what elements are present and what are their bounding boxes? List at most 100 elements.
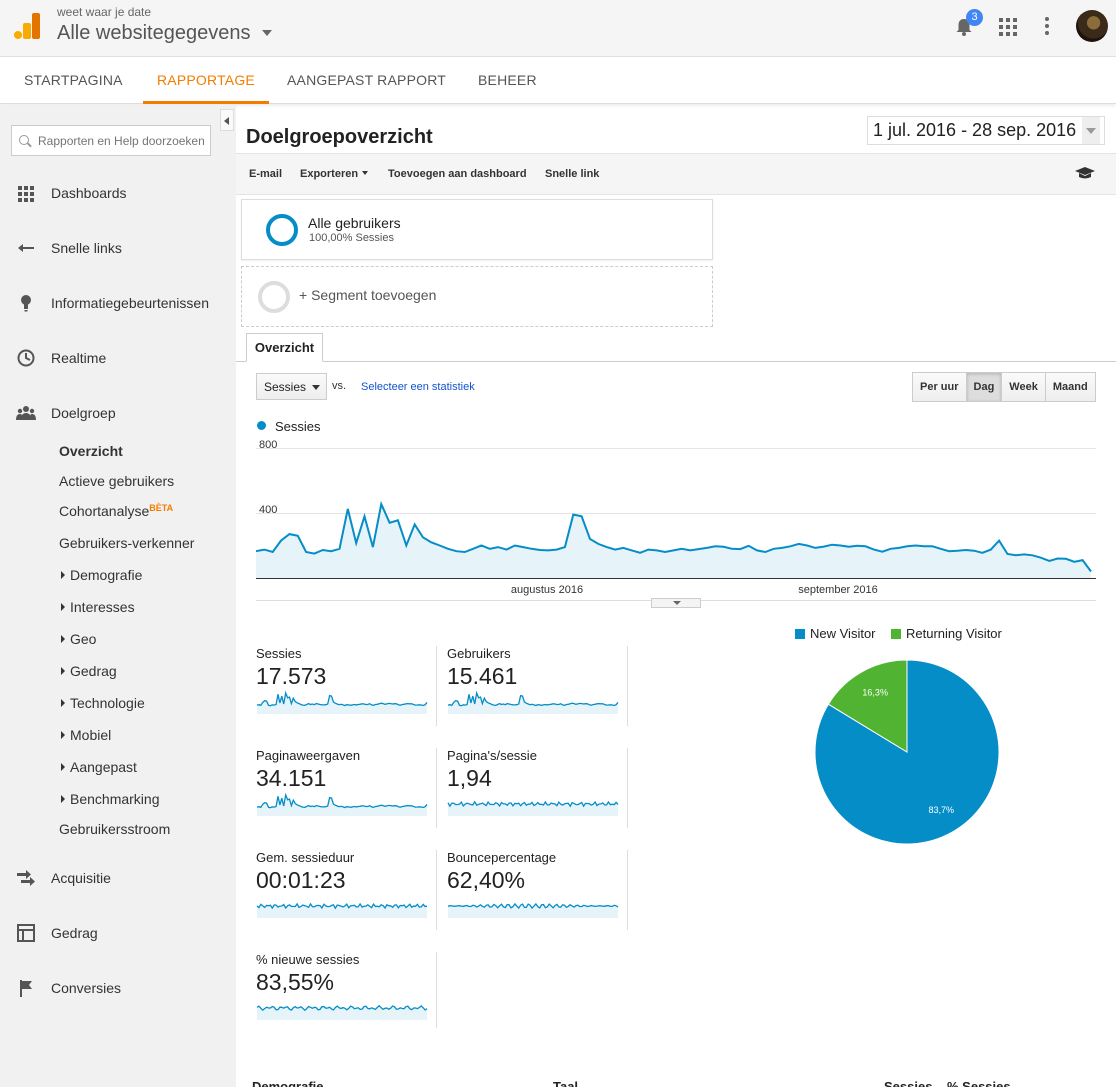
sparkline-line: [447, 902, 619, 910]
scorecard-bouncepercentage[interactable]: Bouncepercentage 62,40%: [447, 850, 627, 930]
pie-legend-new-visitor[interactable]: New Visitor: [795, 626, 876, 641]
sparkline: [447, 800, 619, 816]
scorecard-divider: [627, 646, 628, 726]
sidebar-subitem-technologie[interactable]: Technologie: [61, 695, 145, 711]
scorecard-value: 00:01:23: [256, 867, 346, 893]
pie-legend-returning-visitor[interactable]: Returning Visitor: [891, 626, 1002, 641]
sidebar-item-informatiegebeurtenissen[interactable]: Informatiegebeurtenissen: [0, 289, 236, 319]
period-day-button[interactable]: Dag: [966, 373, 1003, 401]
account-label: weet waar je date: [57, 5, 152, 19]
date-range-label: 1 jul. 2016 - 28 sep. 2016: [873, 120, 1077, 140]
sparkline: [447, 690, 619, 714]
sidebar-item-gedrag[interactable]: Gedrag: [0, 919, 236, 949]
scorecard-label: Gebruikers: [447, 646, 511, 661]
x-tick-label: september 2016: [798, 584, 878, 596]
pie-slice-label: 16,3%: [862, 687, 888, 697]
shortcut-icon: [18, 244, 34, 252]
sidebar-subitem-gebruikersstroom[interactable]: Gebruikersstroom: [59, 821, 171, 837]
search-input[interactable]: [11, 125, 211, 156]
visitor-type-pie-chart[interactable]: 83,7% 16,3%: [812, 657, 1002, 847]
scorecard-divider: [436, 850, 437, 930]
sidebar-item-dashboards[interactable]: Dashboards: [0, 179, 236, 209]
sidebar-item-conversies[interactable]: Conversies: [0, 974, 236, 1004]
add-segment-label: + Segment toevoegen: [299, 287, 437, 303]
scorecard-paginaweergaven[interactable]: Paginaweergaven 34.151: [256, 748, 436, 828]
report-action-bar: E-mail Exporteren Toevoegen aan dashboar…: [236, 153, 1116, 195]
export-button[interactable]: Exporteren: [300, 168, 369, 180]
scorecard-nieuwe-sessies[interactable]: % nieuwe sessies 83,55%: [256, 952, 436, 1032]
sidebar-subitem-gedrag[interactable]: Gedrag: [61, 663, 117, 679]
acquisition-icon: [17, 870, 35, 886]
sparkline-area: [257, 795, 427, 816]
chevron-down-icon[interactable]: [262, 30, 272, 36]
metric-select[interactable]: Sessies: [256, 373, 327, 400]
sidebar-subitem-cohortanalyse[interactable]: CohortanalyseBÈTA: [59, 503, 173, 519]
pie-slice-label: 83,7%: [929, 805, 955, 815]
more-options-icon[interactable]: [1045, 17, 1049, 37]
table-header-taal: Taal: [553, 1079, 579, 1087]
period-hourly-button[interactable]: Per uur: [913, 373, 967, 401]
sidebar-subitem-actieve-gebruikers[interactable]: Actieve gebruikers: [59, 473, 175, 489]
sidebar-subitem-demografie[interactable]: Demografie: [61, 567, 142, 583]
collapse-sidebar-button[interactable]: [220, 109, 234, 131]
scorecard-value: 17.573: [256, 663, 327, 689]
graduation-cap-icon[interactable]: [1075, 167, 1095, 179]
scorecard-gebruikers[interactable]: Gebruikers 15.461: [447, 646, 627, 726]
sparkline-area: [448, 801, 618, 816]
table-header-sessies: Sessies: [884, 1079, 933, 1087]
sidebar-item-acquisitie[interactable]: Acquisitie: [0, 864, 236, 894]
analytics-logo-icon[interactable]: [14, 13, 40, 39]
add-to-dashboard-button[interactable]: Toevoegen aan dashboard: [388, 168, 527, 180]
lightbulb-icon: [21, 295, 31, 312]
sidebar-subitem-overzicht[interactable]: Overzicht: [59, 443, 123, 459]
tab-aangepast-rapport[interactable]: AANGEPAST RAPPORT: [287, 72, 446, 88]
sidebar-item-label: Snelle links: [51, 240, 122, 256]
scorecard-paginas-per-sessie[interactable]: Pagina's/sessie 1,94: [447, 748, 627, 828]
period-week-button[interactable]: Week: [1002, 373, 1046, 401]
scorecard-gem-sessieduur[interactable]: Gem. sessieduur 00:01:23: [256, 850, 436, 930]
apps-grid-icon[interactable]: [999, 18, 1017, 36]
flag-icon: [20, 980, 32, 997]
tab-startpagina[interactable]: STARTPAGINA: [24, 72, 123, 88]
sidebar-item-realtime[interactable]: Realtime: [0, 344, 236, 374]
metric-select-value: Sessies: [264, 380, 307, 394]
sidebar-subitem-geo[interactable]: Geo: [61, 631, 96, 647]
sidebar-subitem-mobiel[interactable]: Mobiel: [61, 727, 111, 743]
sidebar-subitem-gebruikers-verkenner[interactable]: Gebruikers-verkenner: [59, 535, 195, 551]
chart-collapse-handle[interactable]: [651, 598, 701, 608]
sidebar-subitem-benchmarking[interactable]: Benchmarking: [61, 791, 160, 807]
sparkline-line: [256, 1004, 428, 1012]
sessions-line-chart[interactable]: 800 400 augustus 2016 september 2016: [256, 438, 1096, 608]
sidebar-subitem-aangepast[interactable]: Aangepast: [61, 759, 137, 775]
sparkline-line: [256, 690, 428, 707]
scorecard-divider: [627, 850, 628, 930]
sparkline: [447, 902, 619, 918]
tab-rapportage[interactable]: RAPPORTAGE: [143, 57, 269, 104]
grid-icon: [18, 186, 34, 202]
sidebar-item-snelle-links[interactable]: Snelle links: [0, 234, 236, 264]
sidebar-item-doelgroep[interactable]: Doelgroep: [0, 399, 236, 429]
sidebar-subitem-interesses[interactable]: Interesses: [61, 599, 135, 615]
tab-overzicht[interactable]: Overzicht: [246, 333, 323, 362]
chevron-down-icon: [312, 385, 320, 390]
shortcut-button[interactable]: Snelle link: [545, 168, 600, 180]
add-segment-button[interactable]: + Segment toevoegen: [241, 266, 713, 327]
select-metric-link[interactable]: Selecteer een statistiek: [361, 381, 475, 393]
sparkline: [256, 690, 428, 714]
segment-card-all-users[interactable]: Alle gebruikers 100,00% Sessies: [241, 199, 713, 260]
period-toggle: Per uur Dag Week Maand: [912, 372, 1096, 402]
date-range-picker[interactable]: 1 jul. 2016 - 28 sep. 2016: [867, 116, 1105, 145]
property-selector[interactable]: Alle websitegegevens: [57, 22, 251, 44]
avatar[interactable]: [1076, 10, 1108, 42]
scorecard-sessies[interactable]: Sessies 17.573: [256, 646, 436, 726]
period-month-button[interactable]: Maand: [1045, 373, 1095, 401]
scorecard-divider: [436, 952, 437, 1028]
chevron-down-icon[interactable]: [1082, 117, 1100, 144]
scorecard-value: 34.151: [256, 765, 327, 791]
tab-beheer[interactable]: BEHEER: [478, 72, 537, 88]
export-label: Exporteren: [300, 168, 359, 180]
pie-slice-returning-visitor[interactable]: [827, 659, 908, 753]
email-button[interactable]: E-mail: [249, 168, 283, 180]
y-tick-label: 400: [259, 504, 277, 516]
sparkline-area: [448, 693, 618, 714]
